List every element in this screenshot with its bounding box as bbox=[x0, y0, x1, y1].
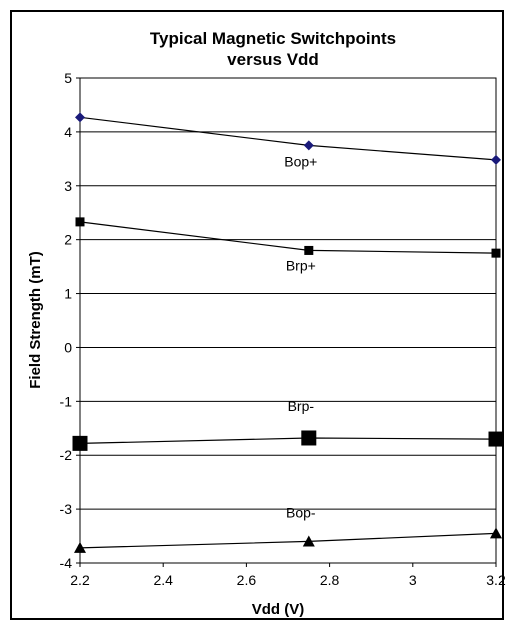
series-Brp-: Brp- bbox=[72, 398, 504, 451]
y-tick-label: 2 bbox=[64, 232, 72, 248]
x-tick-label: 2.8 bbox=[320, 572, 340, 588]
y-tick-label: 3 bbox=[64, 178, 72, 194]
y-tick-label: 0 bbox=[64, 339, 72, 355]
y-tick-label: -3 bbox=[60, 501, 73, 517]
y-tick-label: -4 bbox=[60, 555, 73, 571]
y-axis-label: Field Strength (mT) bbox=[27, 251, 44, 389]
series-label: Bop+ bbox=[284, 153, 317, 169]
y-tick-label: 1 bbox=[64, 286, 72, 302]
series-label: Brp- bbox=[288, 398, 315, 414]
series-label: Brp+ bbox=[286, 257, 316, 273]
y-axis-ticks: 5 4 3 2 1 0 -1 -2 -3 -4 bbox=[60, 70, 80, 571]
data-point bbox=[488, 431, 504, 447]
gridlines bbox=[80, 77, 496, 564]
data-point bbox=[74, 541, 86, 553]
y-tick-label: 5 bbox=[64, 70, 72, 86]
data-point bbox=[491, 248, 501, 258]
x-axis-ticks: 2.2 2.4 2.6 2.8 3 3.2 bbox=[70, 563, 506, 588]
x-axis-label: Vdd (V) bbox=[252, 601, 305, 618]
data-point bbox=[75, 112, 85, 123]
series-line bbox=[79, 532, 497, 549]
series-line bbox=[79, 437, 497, 444]
series-label: Bop- bbox=[286, 504, 316, 520]
x-tick-label: 2.2 bbox=[70, 572, 90, 588]
y-tick-label: -1 bbox=[60, 393, 73, 409]
data-point bbox=[302, 535, 315, 547]
data-point bbox=[303, 140, 314, 151]
data-point bbox=[490, 527, 502, 539]
data-point bbox=[301, 430, 317, 446]
data-point bbox=[491, 154, 501, 165]
x-tick-label: 2.4 bbox=[153, 572, 173, 588]
series: Bop+ Brp+ Brp- Bop- bbox=[72, 112, 504, 553]
data-point bbox=[72, 435, 88, 451]
data-point bbox=[304, 245, 314, 255]
y-tick-label: -2 bbox=[60, 447, 73, 463]
plot-area bbox=[79, 77, 497, 564]
x-tick-label: 3.2 bbox=[486, 572, 506, 588]
x-tick-label: 3 bbox=[409, 572, 417, 588]
x-tick-label: 2.6 bbox=[237, 572, 257, 588]
chart-frame bbox=[10, 10, 504, 620]
series-Bop-: Bop- bbox=[74, 504, 502, 553]
series-Bop+: Bop+ bbox=[75, 112, 501, 169]
chart-title-line-2: versus Vdd bbox=[227, 50, 319, 69]
series-Brp+: Brp+ bbox=[75, 217, 501, 273]
data-point bbox=[75, 217, 85, 227]
y-tick-label: 4 bbox=[64, 124, 72, 140]
series-line bbox=[79, 221, 497, 254]
chart-title-line-1: Typical Magnetic Switchpoints bbox=[150, 29, 396, 48]
